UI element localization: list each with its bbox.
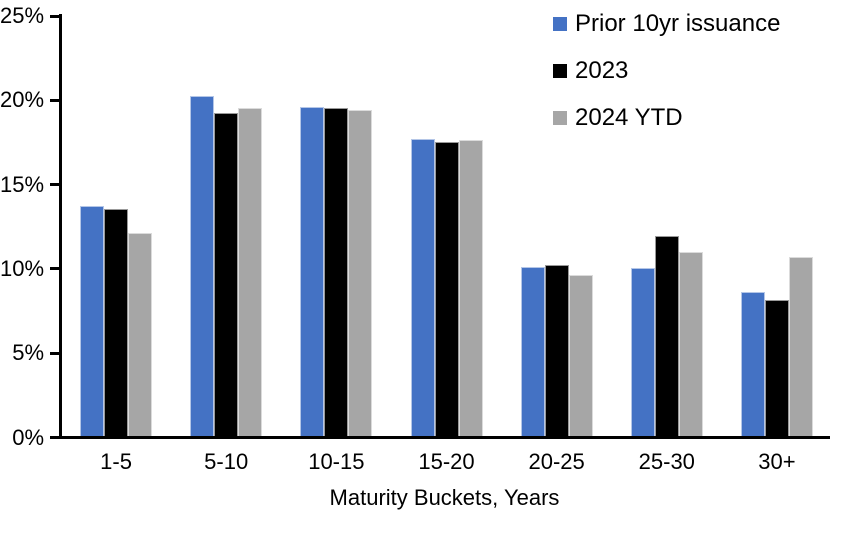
- y-tick-label: 10%: [0, 255, 45, 281]
- chart-bar: [300, 106, 325, 437]
- legend: Prior 10yr issuance 2023 2024 YTD: [553, 10, 780, 151]
- x-category-label: 5-10: [204, 449, 249, 474]
- chart-bar: [520, 266, 545, 437]
- x-category-label: 25-30: [638, 449, 695, 474]
- chart-bar: [434, 141, 459, 437]
- legend-item: Prior 10yr issuance: [553, 10, 780, 38]
- chart-bar: [764, 300, 789, 437]
- chart-bar: [190, 96, 215, 437]
- chart-bar: [678, 251, 703, 437]
- legend-label: Prior 10yr issuance: [575, 10, 781, 37]
- chart-bar: [630, 268, 655, 437]
- y-tick: [50, 351, 59, 355]
- chart-bar: [740, 292, 765, 437]
- y-tick-label: 0%: [12, 424, 44, 450]
- y-tick: [50, 267, 59, 271]
- chart-bar: [80, 206, 105, 437]
- chart-bar: [654, 236, 679, 437]
- x-axis-title: Maturity Buckets, Years: [329, 485, 560, 510]
- x-category-label: 15-20: [418, 449, 475, 474]
- chart-bar: [128, 232, 153, 437]
- x-category-label: 10-15: [308, 449, 365, 474]
- chart-bar: [104, 209, 129, 437]
- legend-label: 2023: [575, 57, 629, 84]
- chart-bar: [410, 138, 435, 437]
- y-axis-line: [59, 14, 62, 439]
- legend-item: 2024 YTD: [553, 104, 780, 132]
- chart-bar: [324, 108, 349, 437]
- x-category-label: 20-25: [528, 449, 585, 474]
- legend-swatch-icon: [553, 64, 567, 78]
- chart-bar: [568, 275, 593, 437]
- y-tick: [50, 14, 59, 18]
- chart-bar: [238, 108, 263, 437]
- legend-swatch-icon: [553, 17, 567, 31]
- legend-item: 2023: [553, 57, 780, 85]
- chart-bar: [214, 113, 239, 437]
- legend-swatch-icon: [553, 111, 567, 125]
- x-category-label: 30+: [758, 449, 796, 474]
- x-category-label: 1-5: [100, 449, 132, 474]
- chart-bar: [544, 265, 569, 437]
- y-tick: [50, 183, 59, 187]
- chart-bar: [788, 256, 813, 437]
- y-tick-label: 20%: [0, 87, 45, 113]
- y-tick-label: 25%: [0, 3, 45, 28]
- chart-bar: [458, 140, 483, 437]
- y-tick-label: 15%: [0, 171, 45, 197]
- y-tick: [50, 436, 59, 439]
- x-axis-line: [50, 436, 830, 439]
- y-tick-label: 5%: [12, 340, 44, 366]
- chart-bar: [348, 109, 373, 437]
- legend-label: 2024 YTD: [575, 104, 683, 131]
- y-tick: [50, 98, 59, 102]
